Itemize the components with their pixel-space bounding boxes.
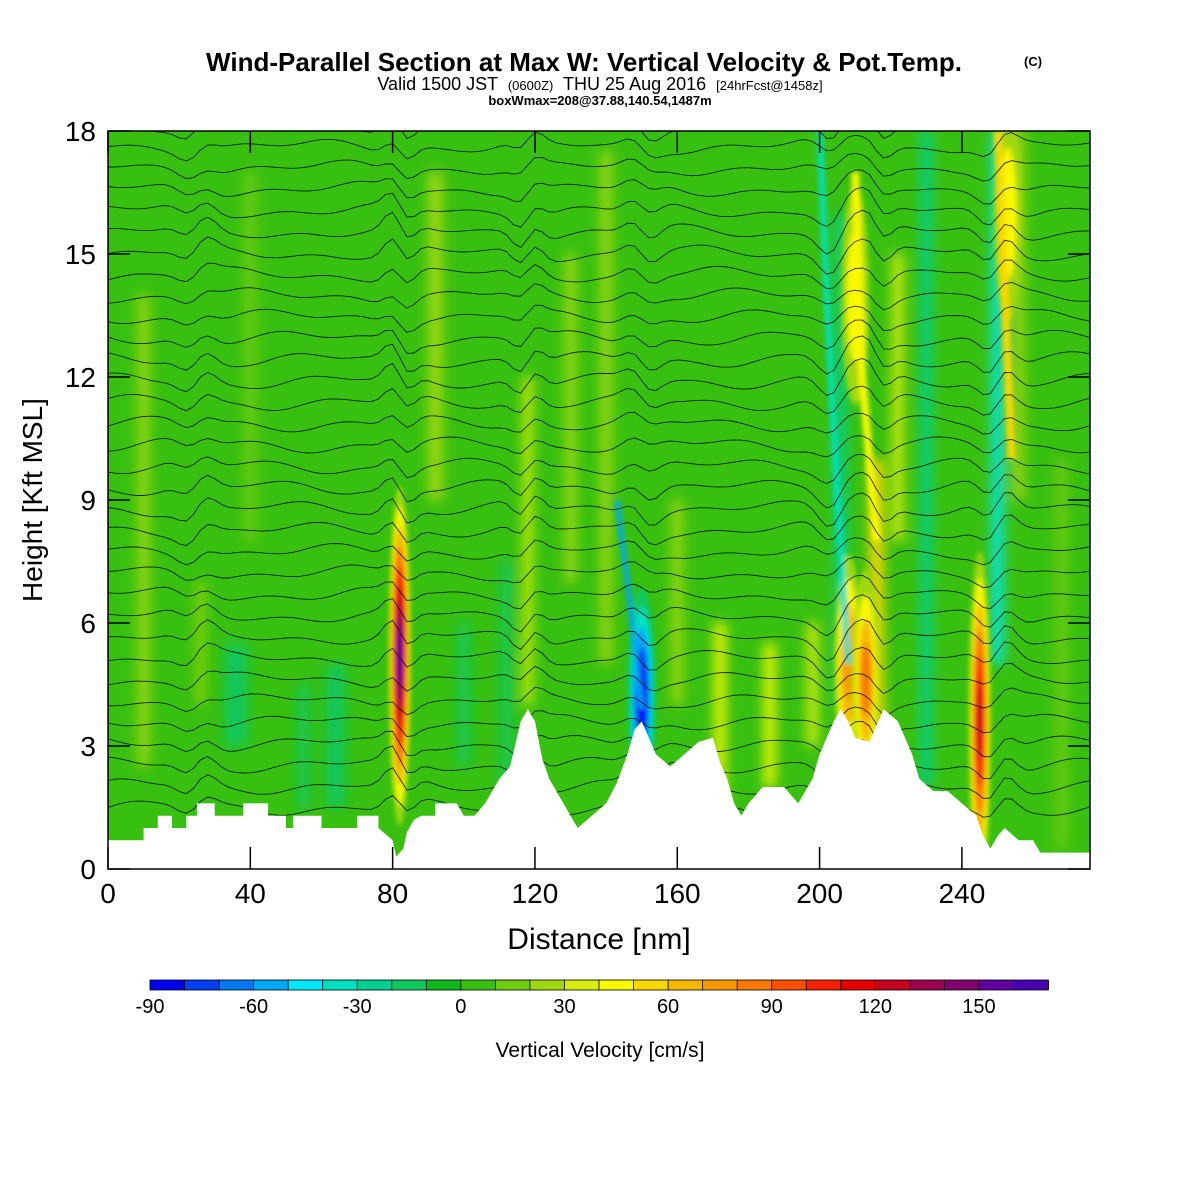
colorbar-swatch [771,979,808,991]
x-tick-label: 0 [100,878,116,909]
colorbar-tick-label: 60 [657,996,679,1018]
colorbar-swatch [840,979,877,991]
colorbar-swatch [460,979,497,991]
velocity-field [138,131,1067,849]
y-tick-label: 6 [80,608,96,639]
subtitle-zulu: (0600Z) [508,78,554,93]
y-tick-label: 18 [65,116,96,147]
subtitle-date: THU 25 Aug 2016 [563,74,706,94]
colorbar-tick-label: -30 [343,996,372,1018]
y-axis: 0 3 6 9 12 15 18 [65,116,1090,885]
x-axis: 0 40 80 120 160 200 240 [100,131,985,909]
colorbar-tick-label: -60 [239,996,268,1018]
colorbar-swatch [874,979,911,991]
colorbar-swatch [322,979,359,991]
y-tick-label: 0 [80,854,96,885]
x-tick-label: 120 [512,878,559,909]
colorbar-swatch [184,979,220,991]
colorbar-swatch [943,979,980,991]
colorbar-swatch [218,979,255,991]
chart-title: Wind-Parallel Section at Max W: Vertical… [206,47,962,77]
colorbar-label: Vertical Velocity [cm/s] [496,1039,705,1062]
colorbar-swatch [978,979,1015,991]
colorbar-swatch [909,979,946,991]
colorbar-swatch [356,979,393,991]
colorbar-tick-label: 0 [455,996,466,1018]
colorbar-swatch [149,979,186,991]
y-tick-label: 9 [80,485,96,516]
title-copyright-mark: (C) [1024,54,1042,69]
colorbar-tick-label: 30 [553,996,575,1018]
chart-subtitle: Valid 1500 JST (0600Z) THU 25 Aug 2016 [… [377,74,822,94]
x-axis-label: Distance [nm] [507,923,690,956]
colorbar-tick-label: 150 [962,996,995,1018]
x-tick-label: 160 [654,878,701,909]
colorbar-swatch [529,979,566,991]
colorbar-swatch [425,979,462,991]
x-tick-label: 40 [235,878,266,909]
y-tick-label: 15 [65,239,96,270]
colorbar-swatch [805,979,842,991]
y-axis-label: Height [Kft MSL] [17,398,48,602]
colorbar-swatch [598,979,635,991]
colorbar-swatch [287,979,324,991]
colorbar-swatch [702,979,739,991]
x-tick-label: 240 [939,878,986,909]
y-tick-label: 12 [65,362,96,393]
potential-temperature-contours [108,131,1090,822]
y-tick-label: 3 [80,731,96,762]
colorbar-swatch [667,979,704,991]
colorbar-tick-label: 120 [859,996,892,1018]
colorbar-swatch [633,979,669,991]
colorbar [149,979,1049,991]
x-tick-label: 80 [377,878,408,909]
subtitle-forecast: [24hrFcst@1458z] [716,78,822,93]
colorbar-tick-label: -90 [136,996,165,1018]
colorbar-swatch [253,979,290,991]
subtitle-valid: Valid 1500 JST [377,74,498,94]
chart-subtitle-box: boxWmax=208@37.88,140.54,1487m [488,93,711,108]
colorbar-swatch [564,979,600,991]
x-tick-label: 200 [796,878,843,909]
colorbar-swatch [494,979,531,991]
colorbar-swatch [1013,979,1049,991]
plot-area [108,131,1090,869]
colorbar-swatch [391,979,428,991]
terrain-mask [108,709,1090,869]
colorbar-swatch [736,979,773,991]
colorbar-ticks: -90 -60 -30 0 30 60 90 120 150 [136,996,996,1018]
colorbar-tick-label: 90 [761,996,783,1018]
